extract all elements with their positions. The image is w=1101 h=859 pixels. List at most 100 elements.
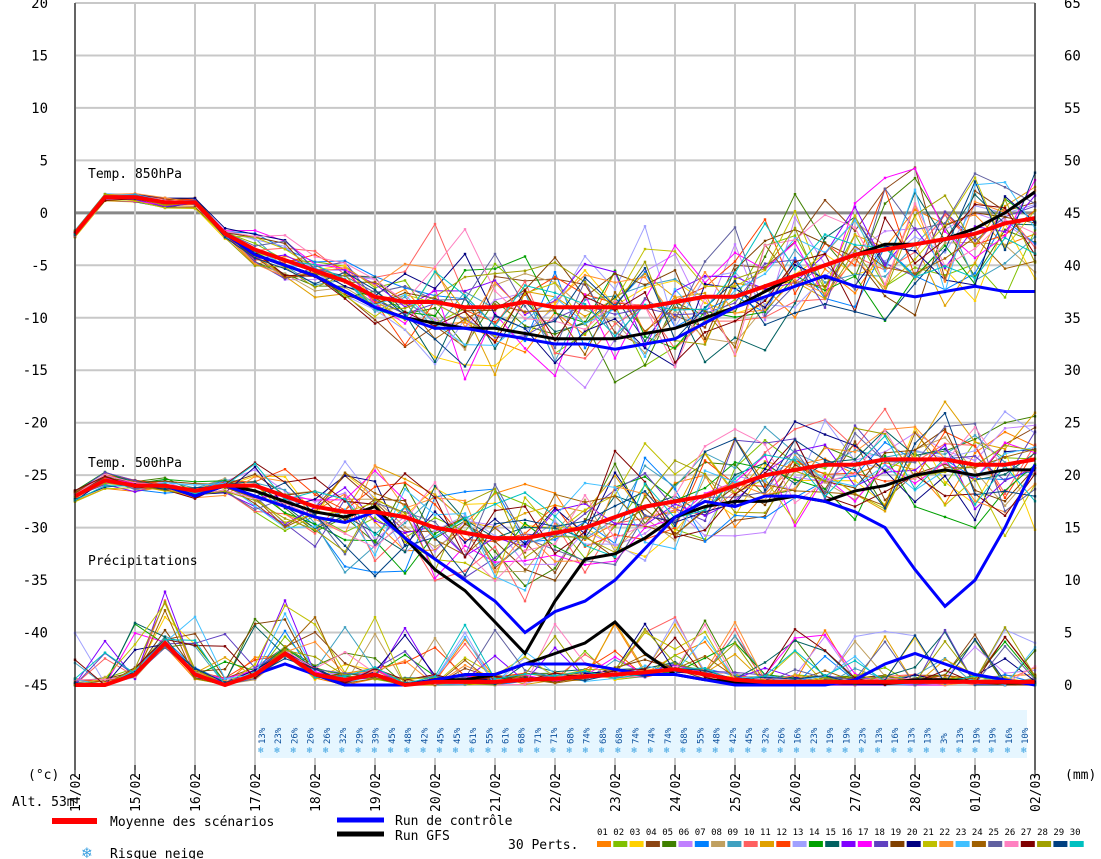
pert-point [673, 317, 677, 320]
pert-point [973, 445, 977, 448]
pert-point [433, 295, 437, 298]
pert-point [703, 260, 707, 263]
pert-point [763, 218, 767, 221]
pert-point [733, 493, 737, 496]
pert-point [433, 548, 437, 552]
pert-id-label: 05 [662, 828, 673, 838]
pert-point [1003, 230, 1007, 233]
pert-point [793, 448, 797, 451]
pert-point [163, 491, 167, 495]
pert-point [523, 540, 527, 544]
pert-point [613, 669, 617, 673]
pert-point [793, 461, 797, 465]
pert-point [973, 203, 977, 206]
pert-point [493, 334, 497, 338]
pert-point [463, 623, 467, 627]
pert-point [913, 500, 917, 503]
pert-point [613, 563, 617, 566]
pert-point [583, 303, 587, 306]
pert-point [673, 662, 677, 665]
pert-point [553, 520, 557, 523]
pert-point [763, 441, 767, 445]
snowflake-icon: ❄ [842, 746, 848, 756]
pert-point [463, 554, 467, 558]
pert-point [193, 667, 197, 670]
pert-point [1003, 514, 1007, 517]
pert-point [433, 545, 437, 548]
pert-point [583, 510, 587, 513]
pert-point [583, 512, 587, 515]
pert-point [343, 474, 347, 477]
pert-point [853, 214, 857, 217]
pert-point [763, 490, 767, 494]
pert-point [853, 219, 857, 222]
pert-point [403, 521, 407, 525]
pert-point [403, 293, 407, 297]
pert-point [763, 255, 767, 258]
pert-point [433, 538, 437, 541]
pert-point [1003, 204, 1007, 208]
pert-point [493, 524, 497, 527]
pert-point [823, 676, 827, 679]
pert-point [913, 673, 917, 676]
pert-point [793, 521, 797, 524]
pert-point [853, 518, 857, 521]
snowflake-icon: ❄ [534, 746, 540, 756]
pert-point [523, 327, 527, 330]
right-tick-label: 30 [1064, 363, 1081, 379]
pert-point [283, 247, 287, 251]
pert-point [823, 674, 827, 678]
pert-point [493, 347, 497, 350]
pert-point [883, 455, 887, 459]
pert-point [1003, 430, 1007, 434]
pert-point [643, 303, 647, 307]
pert-point [853, 257, 857, 261]
pert-point [703, 320, 707, 323]
left-tick-label: 20 [31, 0, 48, 12]
pert-point [403, 343, 407, 347]
pert-point [583, 262, 587, 266]
pert-point [523, 491, 527, 494]
pert-point [793, 241, 797, 244]
pert-point [403, 483, 407, 486]
pert-point [223, 632, 227, 636]
pert-point [553, 300, 557, 304]
pert-point [973, 459, 977, 462]
pert-point [553, 346, 557, 350]
pert-point [523, 318, 527, 322]
pert-point [193, 632, 197, 635]
pert-point [463, 317, 467, 320]
pert-point [853, 305, 857, 308]
pert-point [253, 499, 257, 502]
date-label: 21/02 [489, 773, 504, 812]
pert-point [943, 304, 947, 307]
pert-point [373, 574, 377, 578]
pert-point [553, 526, 557, 530]
pert-point [373, 667, 377, 670]
pert-point [253, 663, 257, 666]
pert-point [463, 518, 467, 522]
main-series-lines [73, 190, 1037, 688]
pert-point [973, 434, 977, 437]
pert-point [913, 505, 917, 508]
pert-point [943, 483, 947, 486]
left-tick-label: -10 [23, 311, 48, 327]
pert-point [433, 683, 437, 687]
pert-point [343, 262, 347, 265]
pert-id-label: 21 [923, 828, 934, 838]
pert-point [373, 666, 377, 669]
snow-risk-value: 71% [550, 727, 560, 744]
pert-point [553, 509, 557, 512]
pert-id-label: 18 [874, 828, 885, 838]
right-tick-label: 5 [1064, 626, 1072, 642]
pert-point [373, 533, 377, 537]
pert-point [553, 671, 557, 675]
pert-point [433, 484, 437, 488]
pert-point [883, 275, 887, 278]
pert-point [853, 246, 857, 250]
pert-point [523, 502, 527, 506]
pert-point [673, 459, 677, 462]
pert-point [103, 678, 107, 681]
pert-point [913, 176, 917, 180]
snowflake-icon: ❄ [550, 746, 556, 756]
